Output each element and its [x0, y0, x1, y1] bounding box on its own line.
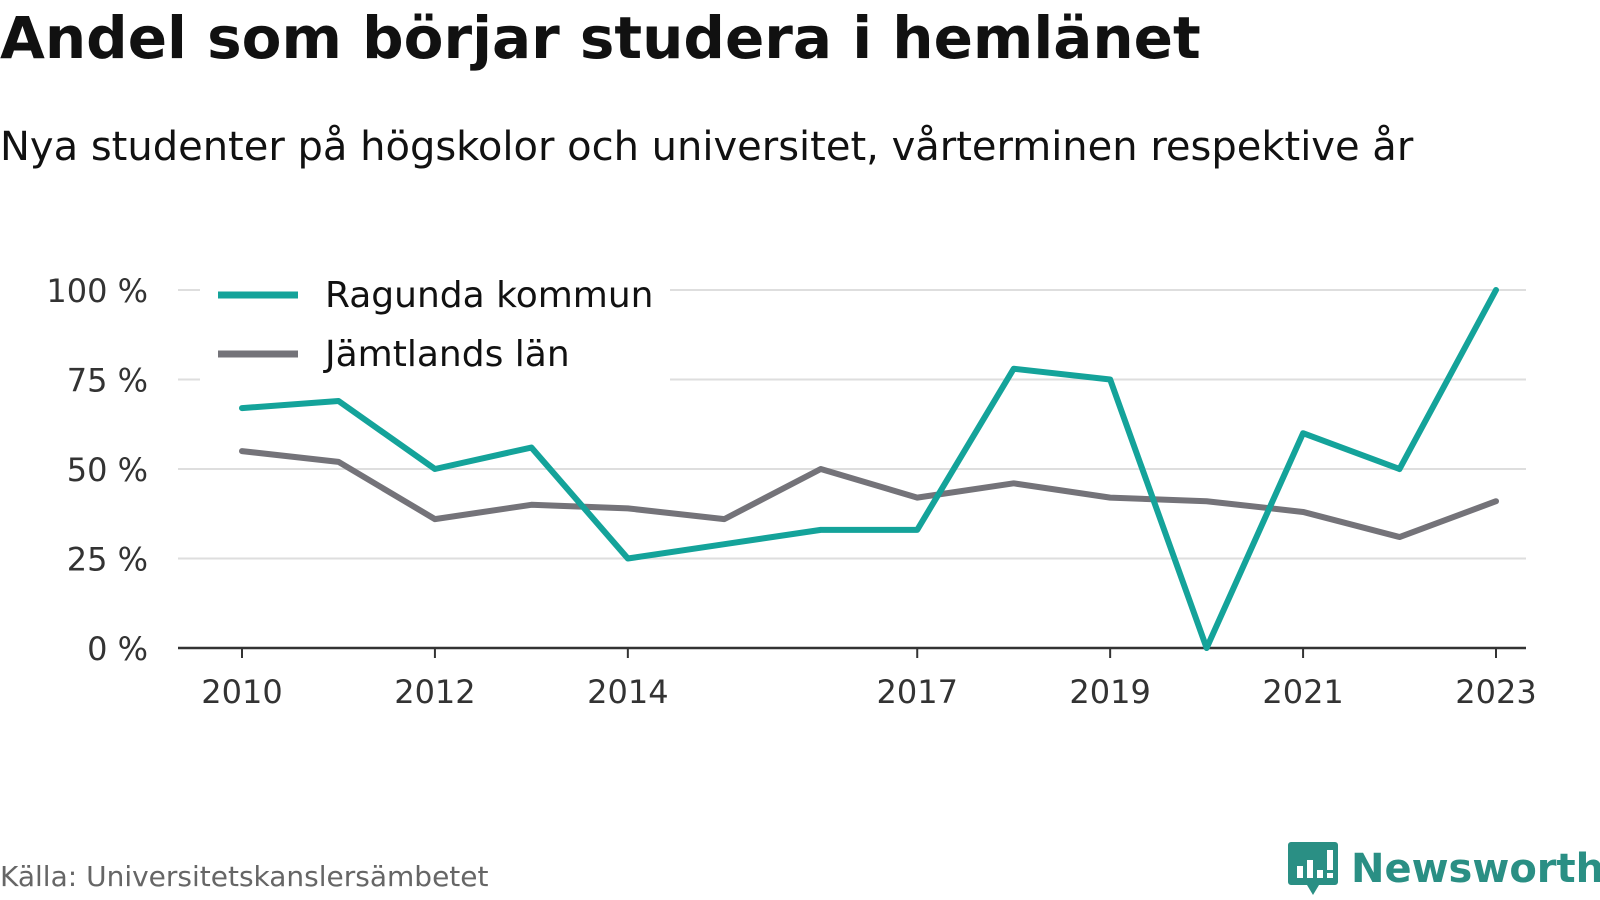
legend-label: Jämtlands län [323, 334, 570, 375]
x-tick-label: 2014 [587, 673, 668, 711]
chart-subtitle: Nya studenter på högskolor och universit… [0, 124, 1414, 170]
y-tick-label: 75 % [67, 362, 148, 400]
brand-logo: Newsworthy [1287, 840, 1600, 898]
series-lines [239, 287, 1499, 651]
x-tick-label: 2021 [1262, 673, 1343, 711]
x-axis: 2010 2012 2014 2017 2019 2021 2023 [178, 646, 1537, 711]
series-line [239, 287, 1499, 651]
legend-label: Ragunda kommun [325, 275, 653, 316]
y-axis-ticks: 0 % 25 % 50 % 75 % 100 % [46, 272, 148, 668]
x-tick-label: 2019 [1069, 673, 1150, 711]
x-tick-label: 2012 [394, 673, 475, 711]
y-tick-label: 50 % [67, 451, 148, 489]
y-tick-label: 25 % [67, 541, 148, 579]
legend: Ragunda kommun Jämtlands län [200, 262, 670, 382]
series-line [239, 448, 1499, 541]
y-tick-label: 0 % [87, 630, 148, 668]
chart-title: Andel som börjar studera i hemlänet [0, 4, 1201, 72]
x-tick-label: 2023 [1455, 673, 1536, 711]
x-tick-label: 2010 [201, 673, 282, 711]
x-tick-label: 2017 [877, 673, 958, 711]
brand-name: Newsworthy [1351, 846, 1600, 892]
legend-background [200, 262, 670, 382]
source-note: Källa: Universitetskanslersämbetet [0, 860, 489, 893]
y-tick-label: 100 % [46, 272, 148, 310]
newsworthy-logo-icon [1288, 842, 1338, 895]
